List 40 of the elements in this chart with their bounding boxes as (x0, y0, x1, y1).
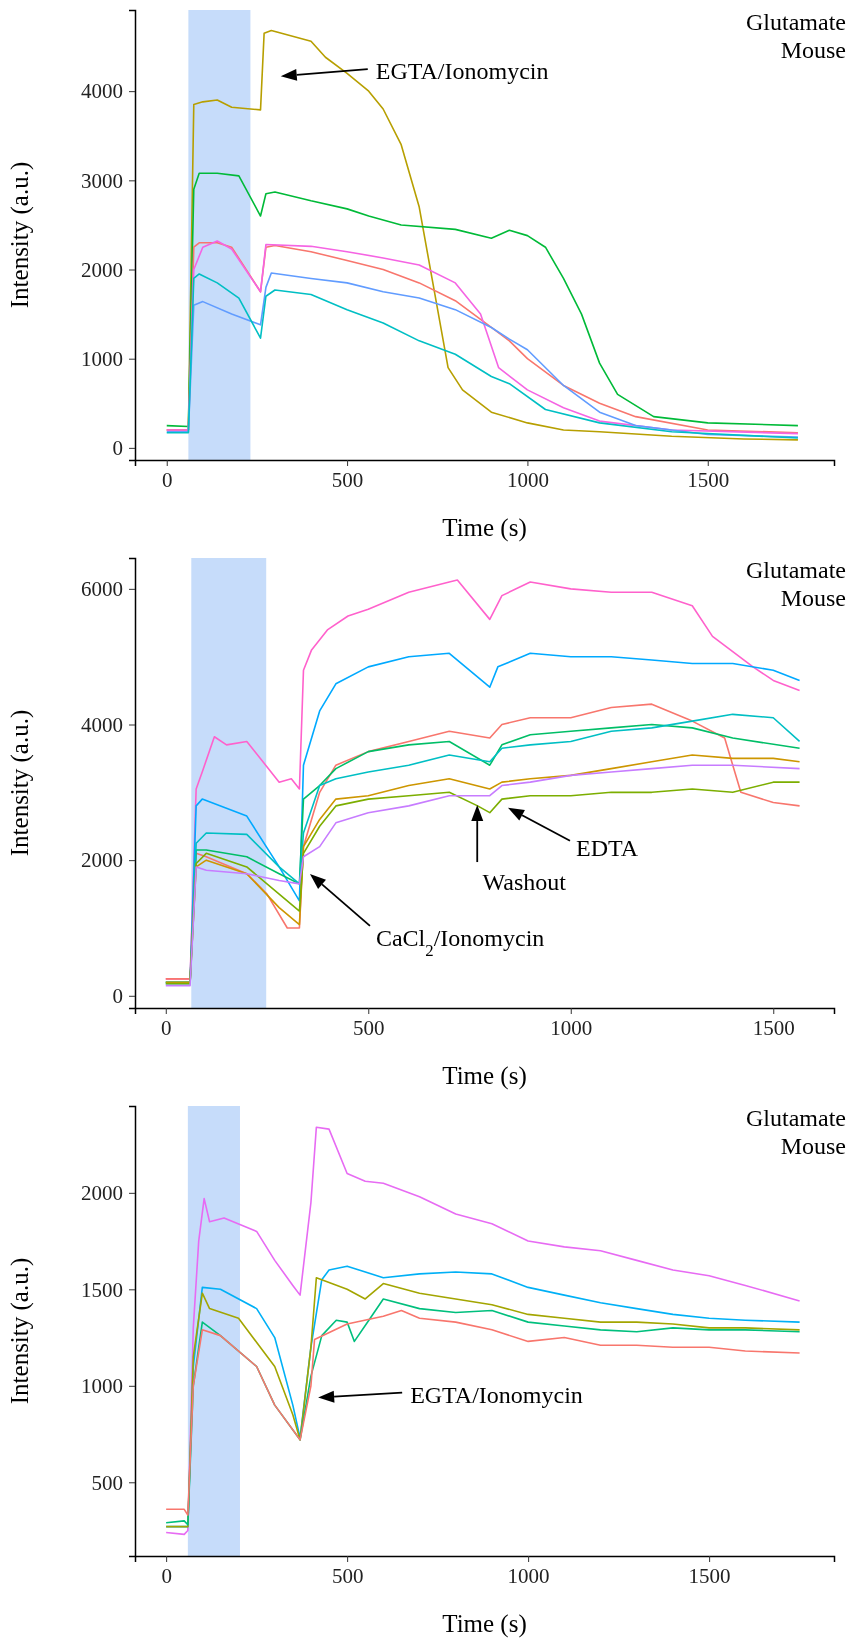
y-tick-label: 500 (91, 1470, 123, 1495)
x-axis-title: Time (s) (442, 514, 527, 542)
y-axis-title: Intensity (a.u.) (6, 709, 34, 857)
x-tick-label: 1500 (752, 1015, 795, 1040)
x-tick-label: 1500 (688, 1563, 731, 1588)
y-tick-label: 0 (112, 984, 123, 1009)
annotation: EDTA (575, 834, 639, 861)
y-tick-label: 2000 (81, 257, 123, 282)
annotation: Washout (482, 869, 567, 896)
x-tick-label: 500 (331, 467, 364, 492)
y-tick-label: 2000 (81, 848, 123, 873)
line-series (165, 172, 799, 428)
text: Glutamate Mouse (746, 557, 846, 611)
text: Glutamate Mouse (746, 9, 846, 63)
y-axis-title: Intensity (a.u.) (6, 1257, 34, 1405)
y-tick-label: 4000 (81, 712, 123, 737)
x-tick-label: 500 (353, 1015, 385, 1040)
y-tick-label: 1000 (81, 346, 123, 371)
x-tick-label: 500 (331, 1563, 364, 1588)
y-tick-label: 0 (112, 436, 123, 461)
x-tick-label: 0 (161, 1015, 172, 1040)
x-tick-label: 1000 (507, 1563, 550, 1588)
x-tick-label: 0 (161, 1563, 172, 1588)
annotation: CaCl$_{2}$/Ionomycin (375, 924, 545, 960)
x-axis-title: Time (s) (442, 1610, 527, 1638)
y-tick-label: 3000 (81, 168, 123, 193)
y-tick-label: 4000 (81, 79, 123, 104)
y-tick-label: 2000 (81, 1181, 123, 1206)
y-tick-label: 1500 (81, 1277, 123, 1302)
annotation: EGTA/Ionomycin (410, 1381, 583, 1408)
text: Glutamate Mouse (746, 1105, 846, 1159)
annotation: EGTA/Ionomycin (375, 58, 549, 85)
x-axis-title: Time (s) (442, 1062, 527, 1090)
x-tick-label: 1500 (687, 467, 730, 492)
x-tick-label: 1000 (550, 1015, 593, 1040)
x-tick-label: 1000 (506, 467, 549, 492)
x-tick-label: 0 (161, 467, 173, 492)
y-tick-label: 1000 (81, 1374, 123, 1399)
y-tick-label: 6000 (81, 577, 123, 602)
y-axis-title: Intensity (a.u.) (6, 161, 34, 309)
